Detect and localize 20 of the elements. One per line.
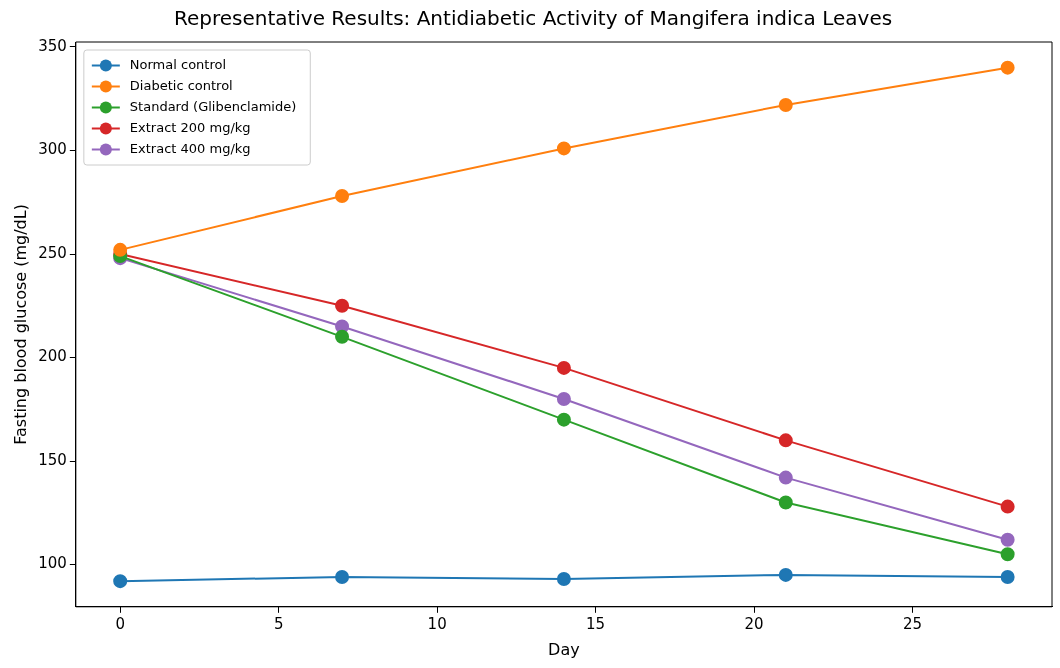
chart-title: Representative Results: Antidiabetic Activity of Mangifera indica Leaves [173,6,893,31]
legend-label: Diabetic control [129,77,233,93]
y-tick-label: 250 [38,243,67,262]
x-tick-label: 5 [273,614,284,633]
legend-label: Extract 400 mg/kg [129,140,251,156]
y-tick-label: 200 [38,347,67,366]
legend-label: Standard (Glibenclamide) [129,98,297,114]
x-axis-title: Day [548,639,580,659]
x-tick-label: 25 [903,614,923,633]
y-tick-label: 150 [38,450,67,469]
legend-label: Normal control [129,56,227,72]
y-tick-label: 350 [38,36,67,55]
y-axis-title: Fasting blood glucose (mg/dL) [10,204,30,445]
legend-label: Extract 200 mg/kg [129,119,251,135]
x-tick-label: 15 [586,614,606,633]
y-tick-label: 300 [38,140,67,159]
x-tick-label: 10 [427,614,447,633]
x-tick-label: 20 [744,614,764,633]
x-tick-label: 0 [115,614,125,633]
y-tick-label: 100 [38,554,67,573]
